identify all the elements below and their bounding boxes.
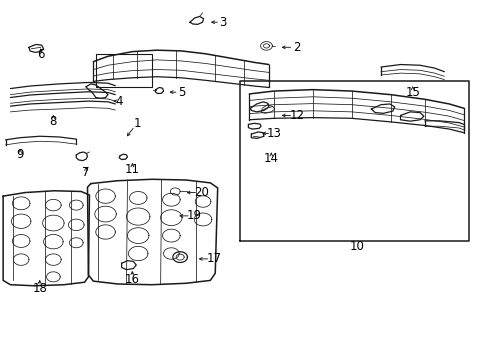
Text: 13: 13 [266,127,281,140]
Text: 20: 20 [194,186,209,199]
Text: 10: 10 [348,240,364,253]
Text: 2: 2 [293,41,300,54]
Text: 7: 7 [82,166,90,179]
Text: 16: 16 [124,273,140,285]
Text: 18: 18 [32,282,47,294]
Text: 5: 5 [178,86,185,99]
Text: 8: 8 [50,115,57,128]
Text: 9: 9 [17,148,24,161]
Text: 17: 17 [206,252,221,265]
Text: 15: 15 [405,86,419,99]
Text: 1: 1 [133,117,141,130]
Text: 3: 3 [219,16,226,29]
Text: 12: 12 [289,109,304,122]
Text: 4: 4 [116,95,123,108]
Text: 11: 11 [124,163,140,176]
Text: 14: 14 [264,152,278,165]
Text: 19: 19 [186,210,202,222]
Text: 6: 6 [37,48,44,61]
